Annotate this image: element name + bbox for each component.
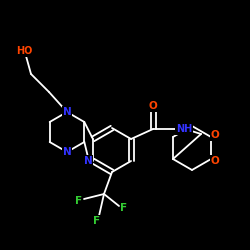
Text: N: N bbox=[84, 156, 92, 166]
Text: F: F bbox=[76, 196, 82, 206]
Text: N: N bbox=[62, 147, 72, 157]
Text: HO: HO bbox=[16, 46, 32, 56]
Text: O: O bbox=[211, 156, 220, 166]
Text: O: O bbox=[149, 101, 158, 111]
Text: F: F bbox=[94, 216, 100, 226]
Text: F: F bbox=[120, 203, 128, 213]
Text: N: N bbox=[62, 107, 72, 117]
Text: O: O bbox=[211, 130, 220, 140]
Text: NH: NH bbox=[176, 124, 192, 134]
